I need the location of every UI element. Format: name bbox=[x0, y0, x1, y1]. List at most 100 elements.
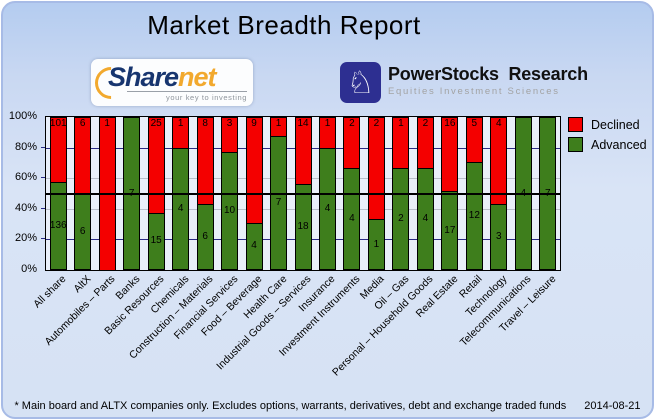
bar-value-advanced: 4 bbox=[251, 240, 257, 252]
bar-value-declined: 2 bbox=[349, 118, 355, 129]
chart-legend: Declined Advanced bbox=[568, 117, 647, 157]
bar-segment-declined bbox=[270, 117, 288, 137]
bar-segment-advanced bbox=[172, 147, 190, 270]
sharenet-wordmark: Sharenet bbox=[108, 62, 217, 93]
bar-value-advanced: 17 bbox=[444, 224, 456, 236]
bar-segment-advanced bbox=[147, 212, 165, 270]
bar-segment-advanced bbox=[196, 204, 214, 270]
bar-segment-advanced bbox=[294, 183, 312, 270]
bar-value-declined: 9 bbox=[251, 118, 257, 129]
bar: 16 17 bbox=[441, 117, 459, 270]
y-axis-label: 80% bbox=[14, 140, 37, 153]
bar-value-declined: 2 bbox=[373, 118, 380, 129]
bar-segment-declined bbox=[392, 117, 410, 168]
bar-value-declined: 1 bbox=[104, 118, 110, 129]
legend-label-advanced: Advanced bbox=[591, 137, 647, 152]
bar-segment-declined bbox=[465, 117, 483, 162]
bar-value-declined: 4 bbox=[496, 118, 502, 129]
bar-value-declined: 25 bbox=[150, 118, 162, 129]
bar-segment-advanced bbox=[221, 152, 239, 270]
sharenet-logo: Sharenet your key to investing bbox=[88, 59, 253, 106]
bar-segment-advanced bbox=[367, 219, 385, 270]
bar-segment-advanced bbox=[270, 136, 288, 270]
bar-value-declined: 8 bbox=[202, 118, 208, 129]
bar-value-advanced: 4 bbox=[177, 202, 184, 214]
bar-segment-declined bbox=[49, 117, 67, 183]
bar-segment-declined bbox=[441, 117, 459, 192]
y-axis-label: 40% bbox=[14, 201, 37, 214]
legend-label-declined: Declined bbox=[591, 117, 640, 132]
bar-value-declined: 1 bbox=[177, 118, 184, 129]
y-tick bbox=[41, 207, 45, 209]
y-tick bbox=[41, 177, 45, 179]
declined-swatch-icon bbox=[568, 117, 583, 132]
bar-value-advanced: 7 bbox=[275, 197, 282, 209]
advanced-swatch-icon bbox=[568, 137, 583, 152]
chess-knight-icon: ♘ bbox=[340, 62, 381, 103]
bar-value-declined: 3 bbox=[226, 118, 233, 129]
bar-value-declined: 101 bbox=[49, 118, 67, 129]
bar-segment-declined bbox=[147, 117, 165, 213]
bar-segment-declined bbox=[196, 117, 214, 205]
y-tick bbox=[41, 146, 45, 148]
powerstocks-text: PowerStocks Research Equities Investment… bbox=[388, 62, 588, 97]
report-date: 2014-08-21 bbox=[584, 400, 641, 412]
bar: 3 10 bbox=[221, 117, 239, 270]
legend-item-advanced: Advanced bbox=[568, 137, 647, 152]
bar-segment-advanced bbox=[49, 182, 67, 270]
powerstocks-logo: ♘ PowerStocks Research Equities Investme… bbox=[340, 62, 588, 103]
bar-value-advanced: 15 bbox=[150, 235, 162, 247]
bar-segment-advanced bbox=[245, 222, 263, 270]
bar-segment-declined bbox=[367, 117, 385, 219]
bar-value-declined: 1 bbox=[275, 118, 282, 129]
bar-value-advanced: 10 bbox=[224, 205, 236, 217]
bar-value-declined: 16 bbox=[444, 118, 456, 129]
y-axis-label: 0% bbox=[21, 263, 37, 275]
bar-value-declined: 14 bbox=[297, 118, 309, 129]
bar-segment-advanced bbox=[441, 191, 459, 270]
bar-value-declined: 1 bbox=[324, 118, 331, 129]
bar-segment-declined bbox=[245, 117, 263, 223]
y-axis-label: 100% bbox=[8, 110, 37, 122]
plot-area: 1011366617251514863109417141814242112241… bbox=[45, 116, 561, 271]
bar-segment-declined bbox=[416, 117, 434, 168]
reference-line-50pct bbox=[45, 192, 561, 195]
bar-segment-declined bbox=[490, 117, 508, 205]
y-axis-label: 20% bbox=[14, 232, 37, 245]
bar-segment-declined bbox=[74, 117, 92, 194]
bar-segment-declined bbox=[294, 117, 312, 184]
bar-value-declined: 1 bbox=[398, 118, 404, 129]
bar-value-advanced: 136 bbox=[49, 220, 67, 232]
bar-value-declined: 2 bbox=[422, 118, 429, 129]
footnote-text: * Main board and ALTX companies only. Ex… bbox=[14, 400, 567, 412]
bar-segment-advanced bbox=[318, 147, 336, 270]
bar-value-declined: 6 bbox=[79, 118, 86, 129]
bar-segment-declined bbox=[318, 117, 336, 148]
page-title: Market Breadth Report bbox=[147, 10, 421, 40]
bar-value-advanced: 12 bbox=[468, 210, 480, 221]
powerstocks-tagline: Equities Investment Sciences bbox=[388, 86, 560, 97]
y-axis: 100% 80% 60% 40% 20% 0% bbox=[3, 110, 45, 275]
bar-segment-declined bbox=[172, 117, 190, 148]
footnote: * Main board and ALTX companies only. Ex… bbox=[3, 400, 652, 412]
bar-segment-declined bbox=[343, 117, 361, 168]
bar-value-advanced: 4 bbox=[422, 213, 429, 224]
bar-value-advanced: 1 bbox=[373, 238, 380, 250]
bar-value-advanced: 2 bbox=[398, 213, 404, 224]
y-axis-label: 60% bbox=[14, 171, 37, 184]
sharenet-wordmark-share: Share bbox=[108, 62, 179, 92]
legend-item-declined: Declined bbox=[568, 117, 647, 132]
y-tick bbox=[41, 238, 45, 240]
bar: 25 15 bbox=[147, 117, 165, 270]
bar: 14 18 bbox=[294, 117, 312, 270]
bar-segment-advanced bbox=[490, 204, 508, 270]
bar-value-advanced: 4 bbox=[349, 213, 355, 224]
bar: 5 12 bbox=[465, 117, 483, 270]
bar-value-declined: 5 bbox=[471, 118, 478, 129]
powerstocks-name: PowerStocks Research bbox=[388, 64, 588, 84]
